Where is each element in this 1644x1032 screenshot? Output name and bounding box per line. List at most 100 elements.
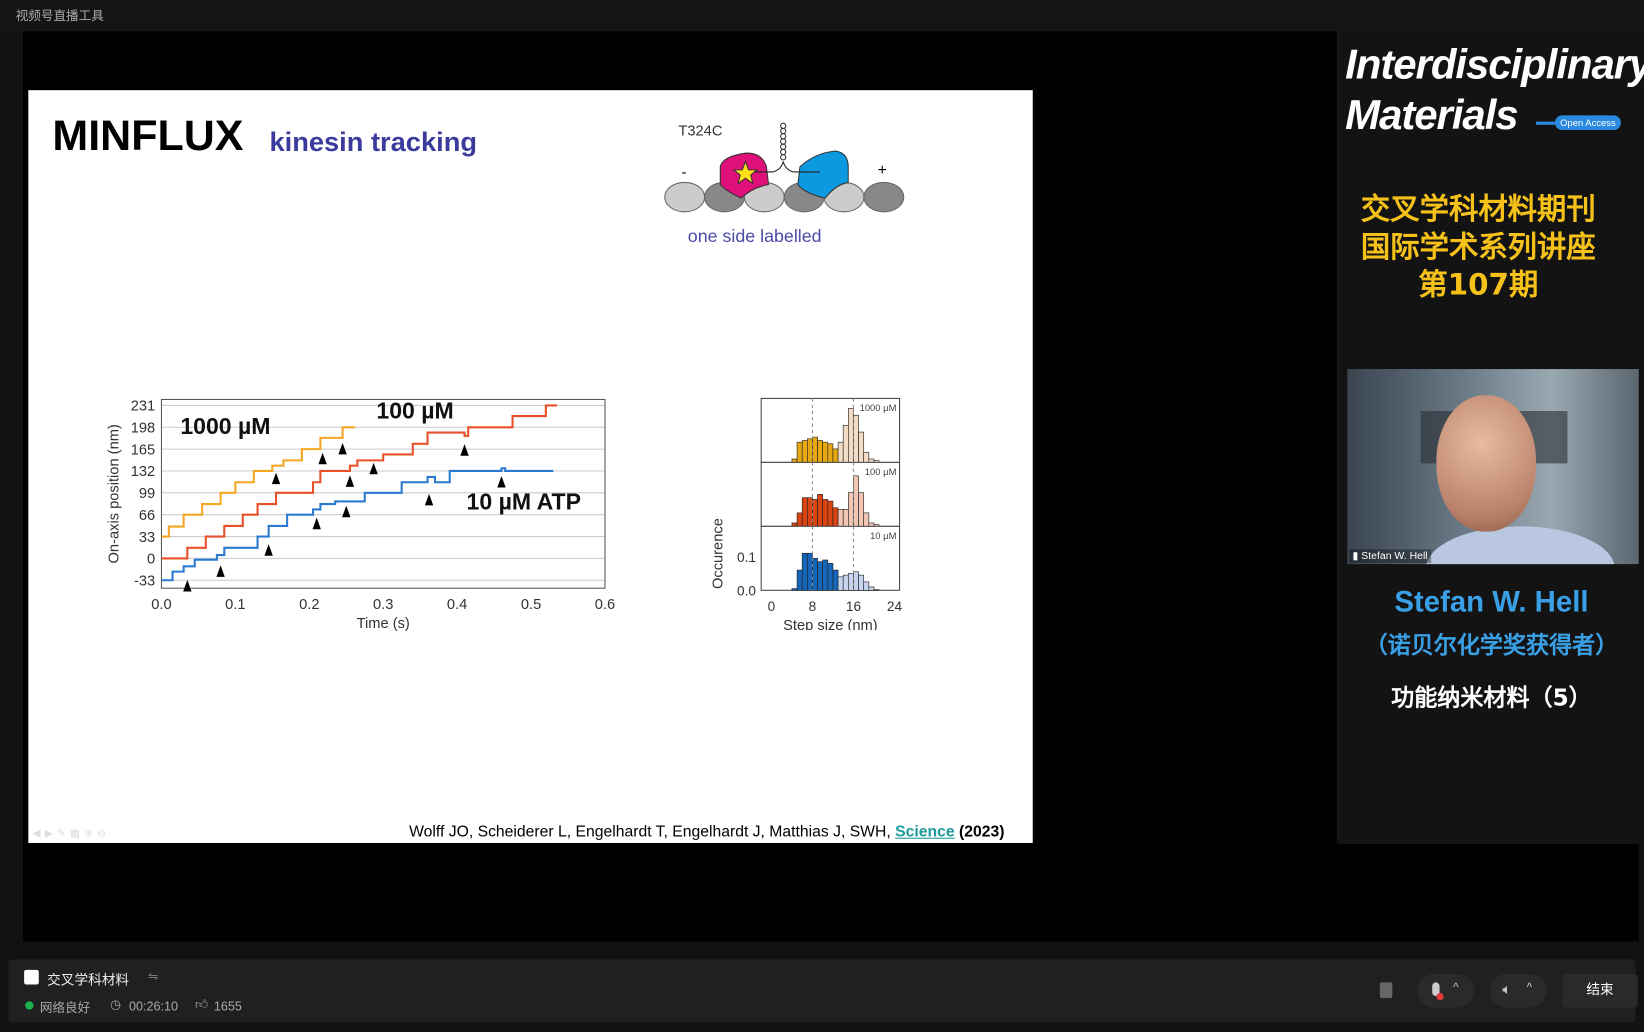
histogram-bar <box>868 586 875 591</box>
histogram-bar <box>837 441 844 463</box>
series-title-line-3: 第107期 <box>1418 267 1539 302</box>
chevron-up-icon[interactable]: ^ <box>1453 981 1459 994</box>
histogram-bar <box>827 500 834 527</box>
x-tick-label: 24 <box>887 599 903 614</box>
histogram-bar <box>863 451 870 463</box>
histogram-bar <box>812 499 818 527</box>
step-size-histogram: 1000 µM 100 µM 10 µM 0.0 0.1 0 8 16 24 Step size … <box>710 397 903 630</box>
histogram-bar <box>827 563 834 591</box>
like-count: 1655 <box>213 999 242 1014</box>
x-tick-label: 0.2 <box>299 597 319 613</box>
thumbs-up-icon: 👍︎ <box>195 997 209 1012</box>
x-axis-label: Time (s) <box>357 616 410 632</box>
channel-icon <box>24 969 39 985</box>
step-marker <box>271 472 281 485</box>
unlabelled-motor-head <box>797 150 849 199</box>
clock-icon: ◷ <box>110 997 122 1012</box>
histogram-bar <box>791 588 798 591</box>
diagram-caption: one side labelled <box>687 226 822 247</box>
citation: Wolff JO, Scheiderer L, Engelhardt T, En… <box>409 823 1004 841</box>
journal-logo: Interdisciplinary Materials Open Access <box>1345 42 1644 157</box>
plot-frame <box>160 398 606 589</box>
histogram-bar <box>858 431 865 463</box>
x-tick-label: 0.1 <box>225 597 245 613</box>
step-marker <box>216 565 225 577</box>
switch-channel-icon[interactable]: ⇋ <box>147 968 159 984</box>
histogram-bar <box>812 557 818 591</box>
y-tick-label: 0 <box>147 552 155 568</box>
histogram-bar <box>807 438 813 463</box>
logo-line-2: Materials <box>1345 92 1518 139</box>
slide-controls[interactable]: ◀▶✎▦⊕⊖ <box>32 828 111 840</box>
y-tick-label: 0.0 <box>737 584 756 599</box>
series-line-100-M <box>161 404 557 560</box>
x-tick-label: 0.3 <box>373 597 393 613</box>
slide-title: MINFLUX <box>52 111 244 160</box>
histogram-bar <box>812 436 818 463</box>
histogram-bar <box>822 499 829 527</box>
y-tick-label: 33 <box>139 530 155 546</box>
histogram-bar <box>832 507 839 527</box>
video-name-tag: ▮ Stefan W. Hell <box>1349 549 1431 564</box>
y-tick-label: 99 <box>139 486 155 502</box>
histogram-bar <box>832 448 839 463</box>
panel-label: 10 µM <box>870 530 897 541</box>
x-axis-label: Step size (nm) <box>783 618 877 630</box>
x-tick-label: 0.0 <box>151 597 171 613</box>
panel-label: 1000 µM <box>860 402 897 413</box>
histogram-bar <box>817 561 824 591</box>
histogram-bar <box>796 569 803 591</box>
y-tick-label: 231 <box>131 399 155 415</box>
histogram-bar <box>873 589 880 591</box>
speaker-shirt <box>1425 526 1615 565</box>
y-tick-label: 132 <box>131 464 155 480</box>
live-control-bar: 交叉学科材料 ⇋ 网络良好 ◷ 00:26:10 👍︎ 1655 ^ 🔈︎ ^ … <box>8 959 1638 1023</box>
series-title-line-2: 国际学术系列讲座 <box>1360 229 1596 265</box>
journal-link[interactable]: Science <box>895 823 955 841</box>
open-access-badge: Open Access <box>1554 115 1621 131</box>
step-marker <box>183 579 192 592</box>
histogram-bar <box>842 425 849 463</box>
step-marker <box>342 505 351 518</box>
series-label: 10 µM ATP <box>467 489 581 515</box>
histogram-bar <box>801 552 808 591</box>
muted-indicator <box>1436 992 1444 1001</box>
y-tick-label: -33 <box>134 573 155 589</box>
speaker-name: Stefan W. Hell <box>1394 585 1589 618</box>
series-line-1000-M <box>161 426 356 538</box>
histogram-bar <box>858 492 865 527</box>
histogram-bar <box>848 408 854 463</box>
histogram-bar <box>858 574 865 591</box>
step-marker <box>497 475 506 488</box>
title-bar: 视频号直播工具 <box>0 0 1644 32</box>
series-label: 1000 µM <box>180 413 270 439</box>
histogram-bar <box>848 492 854 527</box>
app-title: 视频号直播工具 <box>15 8 104 24</box>
histogram-bar <box>801 440 808 463</box>
chevron-up-icon[interactable]: ^ <box>1526 981 1532 994</box>
step-marker <box>369 462 378 475</box>
lecture-topic: 功能纳米材料（5） <box>1391 685 1592 712</box>
histogram-bar <box>842 574 849 591</box>
logo-line-1: Interdisciplinary <box>1345 41 1644 89</box>
histogram-bar <box>822 559 829 591</box>
histogram-bar <box>853 414 859 463</box>
microtubule <box>664 181 905 213</box>
live-duration: 00:26:10 <box>128 999 178 1014</box>
microphone-icon <box>1432 982 1440 997</box>
histogram-bar <box>842 509 849 527</box>
lecture-series-title: 交叉学科材料期刊 国际学术系列讲座 第107期 <box>1337 191 1620 304</box>
end-live-button[interactable]: 结束 <box>1562 974 1638 1008</box>
step-marker <box>424 493 434 506</box>
x-tick-label: 16 <box>846 599 861 614</box>
mutation-label: T324C <box>678 121 723 139</box>
screen-share-icon[interactable] <box>1379 982 1393 999</box>
microphone-button[interactable]: ^ <box>1417 974 1475 1008</box>
step-marker <box>460 444 469 456</box>
histogram-bar <box>807 497 813 527</box>
speaker-video[interactable]: ▮ Stefan W. Hell <box>1347 369 1639 565</box>
speaker-button[interactable]: 🔈︎ ^ <box>1489 974 1547 1008</box>
x-tick-label: 0 <box>768 599 776 614</box>
histogram-bar <box>853 571 859 591</box>
